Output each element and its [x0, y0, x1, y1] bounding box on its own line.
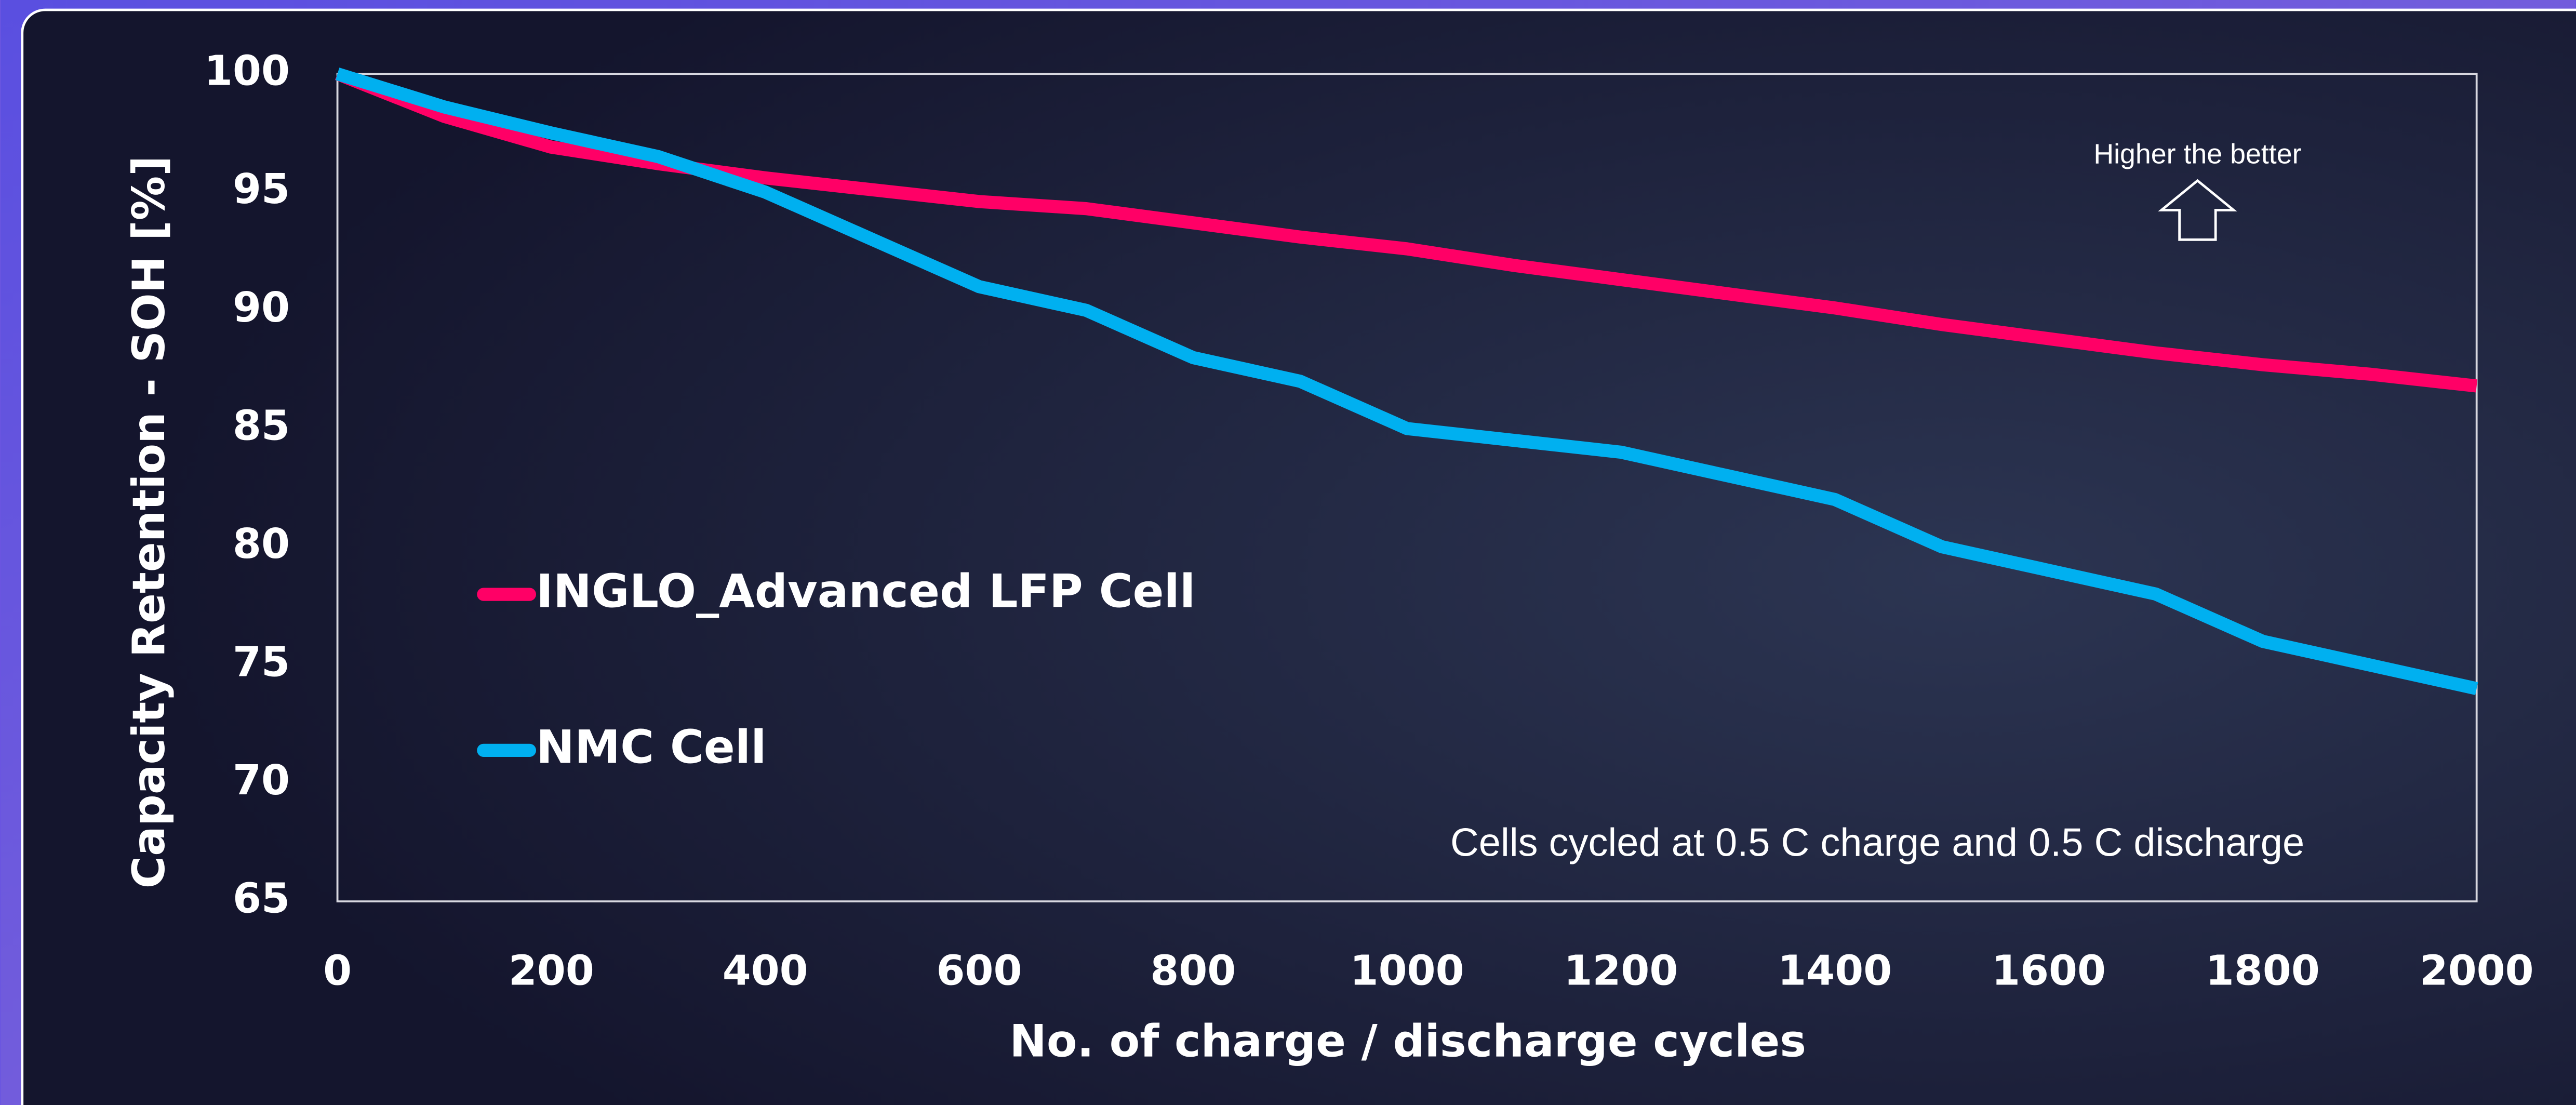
plot-frame [336, 73, 2478, 902]
x-tick-label: 800 [1150, 947, 1236, 995]
x-tick-label: 600 [937, 947, 1022, 995]
x-tick-label: 1000 [1350, 947, 1464, 995]
x-tick-label: 400 [723, 947, 808, 995]
y-axis-title: Capacity Retention - SOH [%] [124, 156, 175, 889]
y-tick-label: 65 [233, 875, 290, 923]
legend-label: NMC Cell [536, 721, 766, 774]
x-axis-title: No. of charge / discharge cycles [1009, 1016, 1806, 1068]
x-tick-label: 2000 [2420, 947, 2534, 995]
legend-label: INGLO_Advanced LFP Cell [536, 564, 1195, 618]
x-tick-label: 1400 [1778, 947, 1892, 995]
y-tick-label: 75 [233, 638, 290, 686]
annotation: Cells cycled at 0.5 C charge and 0.5 C d… [1450, 821, 2304, 865]
y-tick-label: 80 [233, 520, 290, 568]
x-tick-label: 1600 [1992, 947, 2106, 995]
x-tick-label: 0 [323, 947, 352, 995]
data-line [335, 68, 2478, 695]
x-tick-label: 200 [509, 947, 594, 995]
y-tick-label: 90 [233, 284, 290, 331]
annotation: Higher the better [2093, 138, 2301, 169]
y-tick-label: 100 [204, 47, 290, 95]
y-tick-label: 70 [233, 756, 290, 804]
y-tick-label: 85 [233, 402, 290, 449]
panel [21, 8, 2576, 1105]
x-tick-label: 1200 [1564, 947, 1678, 995]
arrow-icon [2158, 179, 2237, 241]
x-tick-label: 1800 [2206, 947, 2320, 995]
y-tick-label: 95 [233, 165, 290, 213]
